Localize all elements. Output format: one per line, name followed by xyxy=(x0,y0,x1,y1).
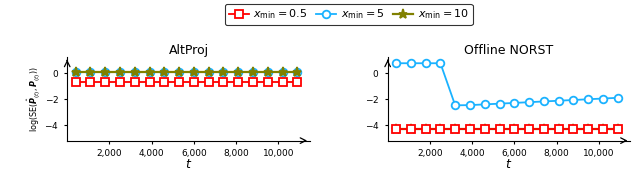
Title: Offline NORST: Offline NORST xyxy=(465,44,554,57)
X-axis label: $t$: $t$ xyxy=(506,158,513,171)
X-axis label: $t$: $t$ xyxy=(185,158,192,171)
Y-axis label: $\log(\mathrm{SE}(\hat{\boldsymbol{P}}_{(t)}, \boldsymbol{P}_{(t)}))$: $\log(\mathrm{SE}(\hat{\boldsymbol{P}}_{… xyxy=(26,66,43,132)
Title: AltProj: AltProj xyxy=(168,44,209,57)
Legend: $x_{\min} = 0.5$, $x_{\min} = 5$, $x_{\min} = 10$: $x_{\min} = 0.5$, $x_{\min} = 5$, $x_{\m… xyxy=(225,4,472,25)
